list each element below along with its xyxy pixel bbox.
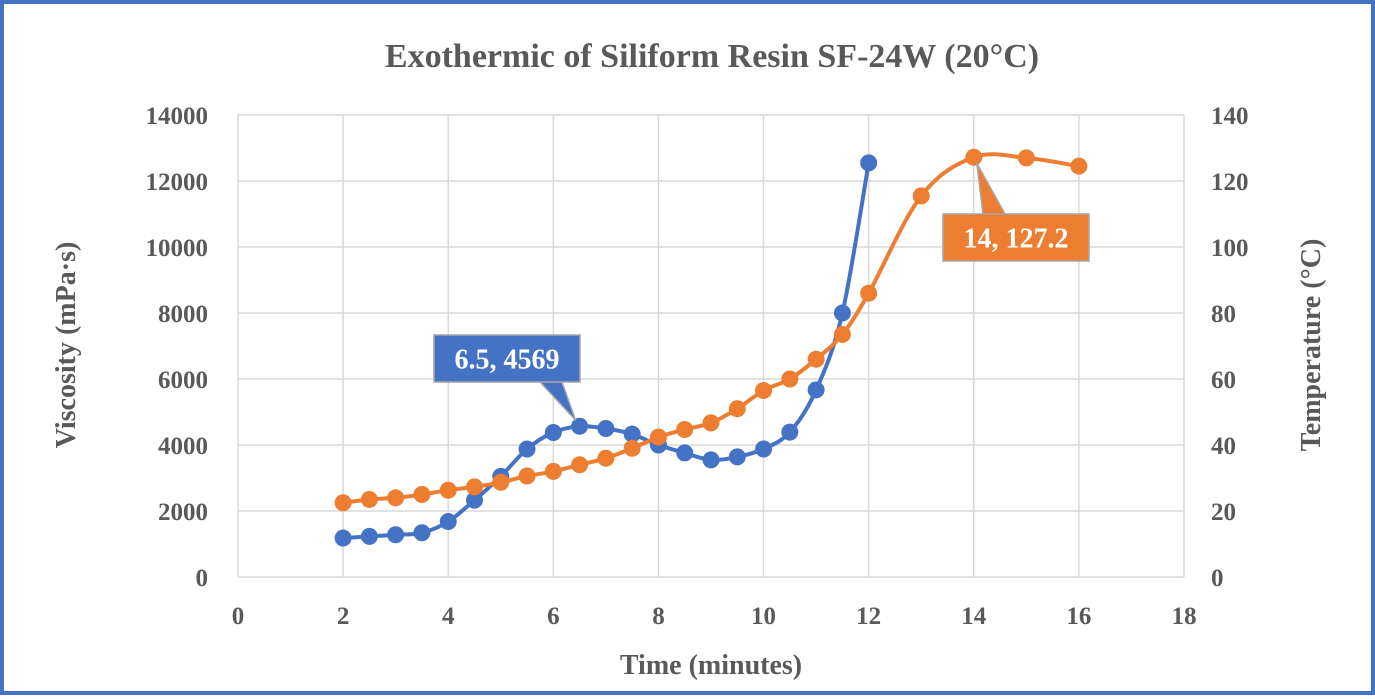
chart-area: 0200040006000800010000120001400002040608…: [51, 38, 1327, 681]
data-point-series-2: [492, 473, 510, 491]
x-tick-label: 4: [442, 603, 455, 630]
data-point-series-2: [676, 420, 694, 438]
data-point-series-1: [466, 491, 483, 509]
callout-layer: 6.5, 4569 14, 127.2: [433, 162, 1090, 421]
y-tick-label: 2000: [158, 499, 208, 526]
y2-tick-label: 80: [1211, 301, 1236, 328]
data-point-series-1: [860, 154, 878, 172]
data-point-series-2: [466, 478, 483, 496]
data-point-series-1: [781, 423, 799, 441]
y2-tick-label: 20: [1211, 499, 1236, 526]
data-point-series-2: [860, 284, 878, 302]
y-tick-label: 6000: [158, 367, 208, 394]
x-tick-label: 16: [1066, 603, 1091, 630]
data-point-series-1: [597, 420, 615, 437]
axes-layer: 0200040006000800010000120001400002040608…: [146, 103, 1249, 630]
data-point-series-2: [334, 494, 352, 512]
data-point-series-2: [755, 382, 773, 400]
x-tick-label: 14: [961, 603, 987, 630]
grid-layer: [237, 114, 1185, 578]
chart-title: Exothermic of Siliform Resin SF-24W (20°…: [385, 38, 1039, 75]
data-point-series-2: [833, 325, 851, 343]
data-point-series-2: [728, 400, 746, 418]
x-tick-label: 18: [1172, 603, 1197, 630]
data-point-series-2: [1070, 157, 1088, 175]
data-point-series-1: [702, 451, 720, 469]
x-tick-label: 8: [652, 603, 665, 630]
data-point-series-1: [439, 513, 457, 531]
data-point-series-2: [544, 462, 562, 480]
y2-tick-label: 120: [1211, 169, 1249, 196]
series-line-1: [342, 162, 871, 541]
series-layer: [334, 148, 1088, 547]
data-point-series-1: [360, 527, 378, 545]
data-point-series-1: [544, 423, 562, 441]
data-point-series-1: [728, 448, 746, 466]
data-point-series-1: [518, 440, 536, 458]
data-point-series-2: [702, 414, 720, 432]
y-tick-label: 14000: [146, 103, 209, 130]
data-callout-2: 14, 127.2: [942, 162, 1090, 262]
data-point-series-1: [387, 526, 405, 544]
data-point-series-1: [413, 524, 431, 542]
x-axis-title: Time (minutes): [620, 650, 802, 681]
x-tick-label: 12: [856, 603, 881, 630]
callout-box: [942, 213, 1090, 262]
data-point-series-1: [571, 417, 589, 435]
data-point-series-2: [387, 489, 405, 507]
data-point-series-1: [334, 529, 352, 547]
callout-label: 6.5, 4569: [455, 345, 560, 376]
data-point-series-2: [623, 439, 641, 457]
callout-pointer: [976, 162, 1007, 215]
callout-pointer: [538, 381, 577, 421]
data-point-series-2: [965, 148, 983, 166]
y-tick-label: 12000: [146, 169, 209, 196]
data-point-series-1: [807, 381, 825, 399]
data-point-series-1: [755, 440, 773, 458]
data-point-series-2: [807, 350, 825, 368]
x-tick-label: 10: [751, 603, 776, 630]
data-point-series-2: [571, 456, 589, 474]
data-point-series-1: [623, 425, 641, 443]
data-point-series-1: [676, 444, 694, 462]
data-point-series-2: [1017, 149, 1035, 167]
data-point-series-2: [518, 467, 536, 485]
y2-tick-label: 100: [1211, 235, 1249, 262]
data-point-series-2: [413, 486, 431, 503]
data-point-series-1: [833, 304, 851, 322]
data-point-series-2: [649, 428, 667, 446]
data-callout-1: 6.5, 4569: [433, 334, 581, 421]
y-tick-label: 8000: [158, 301, 208, 328]
y2-tick-label: 0: [1211, 565, 1224, 592]
data-point-series-2: [781, 370, 799, 388]
y-tick-label: 4000: [158, 433, 208, 460]
y2-tick-label: 60: [1211, 367, 1236, 394]
data-point-series-2: [360, 490, 378, 508]
x-tick-label: 2: [337, 603, 350, 630]
y2-axis-title: Temperature (°C): [1296, 239, 1327, 452]
y2-tick-label: 140: [1211, 103, 1249, 130]
x-tick-label: 6: [547, 603, 560, 630]
y-tick-label: 0: [196, 565, 209, 592]
y-axis-title: Viscosity (mPa·s): [51, 242, 82, 449]
data-point-series-2: [912, 187, 930, 205]
data-point-series-2: [439, 481, 457, 499]
callout-box: [433, 334, 581, 383]
series-line-2: [342, 152, 1080, 505]
callout-label: 14, 127.2: [964, 224, 1069, 255]
data-point-series-2: [597, 449, 615, 467]
y2-tick-label: 40: [1211, 433, 1236, 460]
y-tick-label: 10000: [146, 235, 209, 262]
x-tick-label: 0: [232, 603, 245, 630]
